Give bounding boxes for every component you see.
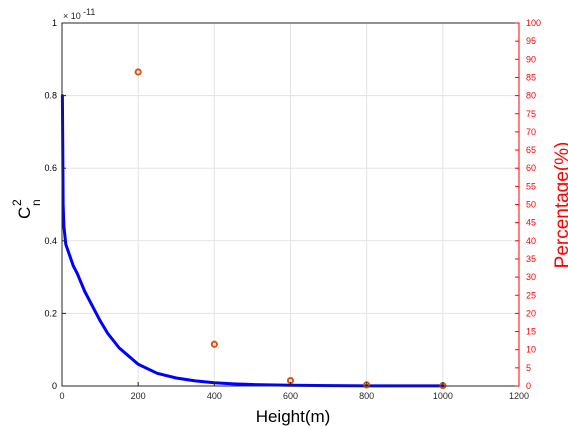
exponent-base: × 10 [63,11,81,21]
y-right-tick-label: 85 [526,72,536,82]
x-tick-label: 1200 [509,391,529,401]
y-right-tick-label: 0 [526,381,531,391]
y-left-tick-label: 0.8 [44,91,57,101]
y-right-tick-label: 60 [526,163,536,173]
x-tick-label: 600 [283,391,298,401]
y-right-tick-label: 50 [526,200,536,210]
y-left-tick-label: 0.4 [44,236,57,246]
y-left-label-sub: n [29,199,43,206]
y-left-tick-label: 0.2 [44,308,57,318]
y-right-tick-label: 15 [526,327,536,337]
y-left-label-sup: 2 [10,199,24,206]
scatter-point [210,340,218,348]
grid [61,22,520,387]
x-tick-label: 400 [207,391,222,401]
y-right-tick-label: 75 [526,109,536,119]
y-left-axis-label: C 2 n [10,199,43,219]
y-right-tick-label: 5 [526,363,531,373]
exponent-label: × 10 -11 [63,7,95,21]
y-left-tick-label: 0.6 [44,163,57,173]
y-right-tick-label: 10 [526,345,536,355]
y-left-tick-label: 0 [52,381,57,391]
y-right-tick-label: 45 [526,218,536,228]
exponent-power: -11 [83,7,95,17]
y-right-tick-label: 65 [526,145,536,155]
y-right-tick-label: 90 [526,54,536,64]
y-right-tick-label: 35 [526,254,536,264]
y-right-tick-label: 30 [526,272,536,282]
y-right-tick-label: 55 [526,181,536,191]
x-axis-label: Height(m) [256,407,331,426]
scatter-point [134,68,142,76]
y-right-tick-label: 95 [526,36,536,46]
y-right-tick-label: 80 [526,91,536,101]
y-right-tick-label: 20 [526,308,536,318]
y-right-axis-label: Percentage(%) [552,142,568,269]
x-tick-label: 1000 [433,391,453,401]
ticks: 0 200 400 600 800 1000 120000.20.40.60.8105101… [44,18,541,401]
y-right-tick-label: 40 [526,236,536,246]
x-tick-label: 0 [59,391,64,401]
y-left-label-main: C [15,207,34,219]
x-tick-label: 200 [131,391,146,401]
y-right-tick-label: 25 [526,290,536,300]
x-tick-label: 800 [359,391,374,401]
series-layer [60,68,447,390]
y-left-tick-label: 1 [52,18,57,28]
y-right-tick-label: 100 [526,18,541,28]
y-right-tick-label: 70 [526,127,536,137]
